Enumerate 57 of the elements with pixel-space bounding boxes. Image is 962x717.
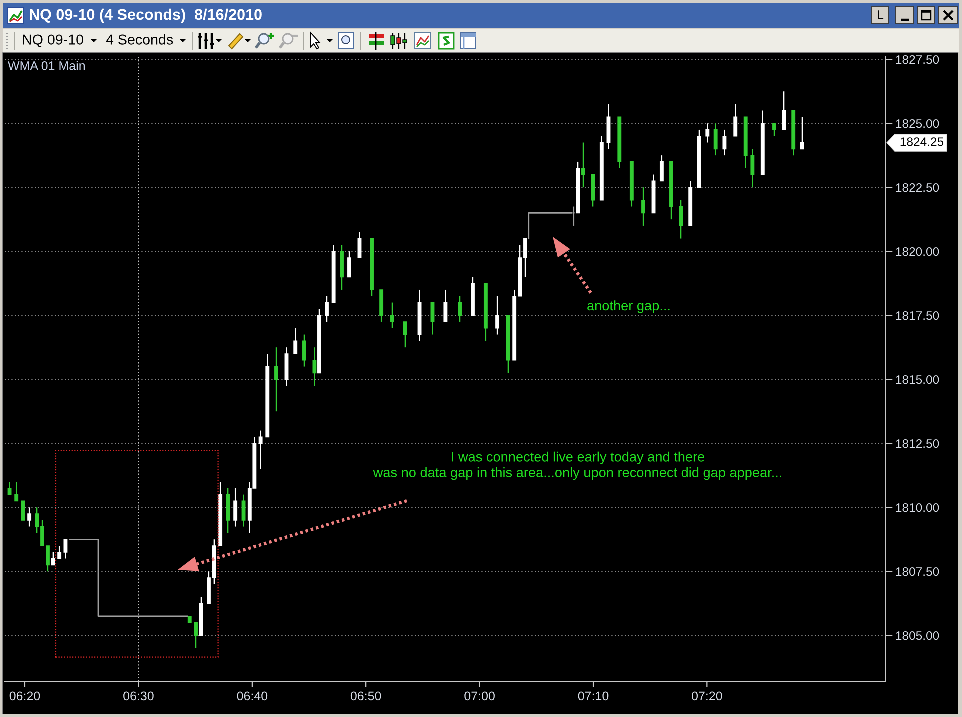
candlestick: [390, 302, 394, 329]
candlestick: [21, 500, 26, 521]
candlestick: [58, 545, 62, 560]
candlestick: [302, 334, 306, 368]
candlestick: [722, 129, 727, 156]
candlestick: [660, 154, 664, 182]
candlestick: [714, 122, 718, 156]
y-tick-label: 1817.50: [896, 311, 940, 320]
candlestick: [496, 296, 500, 336]
candlestick: [274, 346, 278, 412]
y-tick-label: 1810.00: [896, 503, 940, 512]
candlestick: [64, 539, 68, 560]
candlestick: [706, 122, 710, 144]
y-tick-label: 1812.50: [896, 439, 940, 448]
candlestick: [772, 122, 776, 137]
annotation: I was connected live early today and there was no data gap in this area...only upon reconnect did gap appear...: [373, 452, 782, 480]
text: 1824.25: [900, 138, 944, 146]
candlestick: [582, 142, 586, 188]
y-tick-label: 1820.00: [896, 247, 940, 256]
chart-title: NQ 09-10 (4 Seconds) 8/16/2010: [30, 8, 262, 24]
candlestick: [750, 148, 755, 188]
text: 4 Seconds: [106, 34, 174, 45]
candlestick: [782, 90, 786, 131]
candlestick: [679, 200, 684, 240]
x-tick-label: 07:00: [464, 692, 495, 701]
candlestick: [234, 488, 238, 528]
annotation: WMA 01 Main: [8, 61, 85, 70]
y-tick-label: 1827.50: [896, 55, 940, 64]
candlestick: [258, 430, 263, 470]
candlestick: [348, 250, 352, 278]
text: L: [878, 10, 884, 20]
y-tick-label: 1805.00: [896, 632, 940, 640]
annotation: another gap...: [588, 300, 670, 314]
x-tick-label: 06:50: [350, 692, 382, 701]
candlestick: [734, 104, 738, 137]
candlestick: [800, 116, 804, 150]
y-tick-label: 1822.50: [896, 183, 940, 192]
x-tick-label: 06:30: [124, 692, 154, 701]
x-tick-label: 07:20: [692, 692, 722, 701]
x-tick-label: 06:40: [237, 692, 268, 701]
candlestick: [28, 507, 32, 528]
y-tick-label: 1807.50: [896, 568, 940, 576]
x-tick-label: 07:10: [578, 692, 609, 701]
candlestick: [444, 289, 448, 323]
x-tick-label: 06:20: [10, 692, 40, 701]
y-tick-label: 1825.00: [896, 119, 940, 128]
candlestick: [312, 346, 317, 387]
candlestick: [294, 328, 298, 355]
candlestick: [642, 186, 646, 227]
candlestick: [51, 552, 56, 566]
candlestick: [194, 622, 198, 650]
candlestick: [403, 321, 408, 348]
candlestick: [325, 296, 329, 323]
candlestick: [458, 296, 462, 323]
text: NQ 09-10: [23, 34, 84, 48]
y-tick-label: 1815.00: [896, 375, 940, 384]
candlestick: [14, 481, 19, 502]
